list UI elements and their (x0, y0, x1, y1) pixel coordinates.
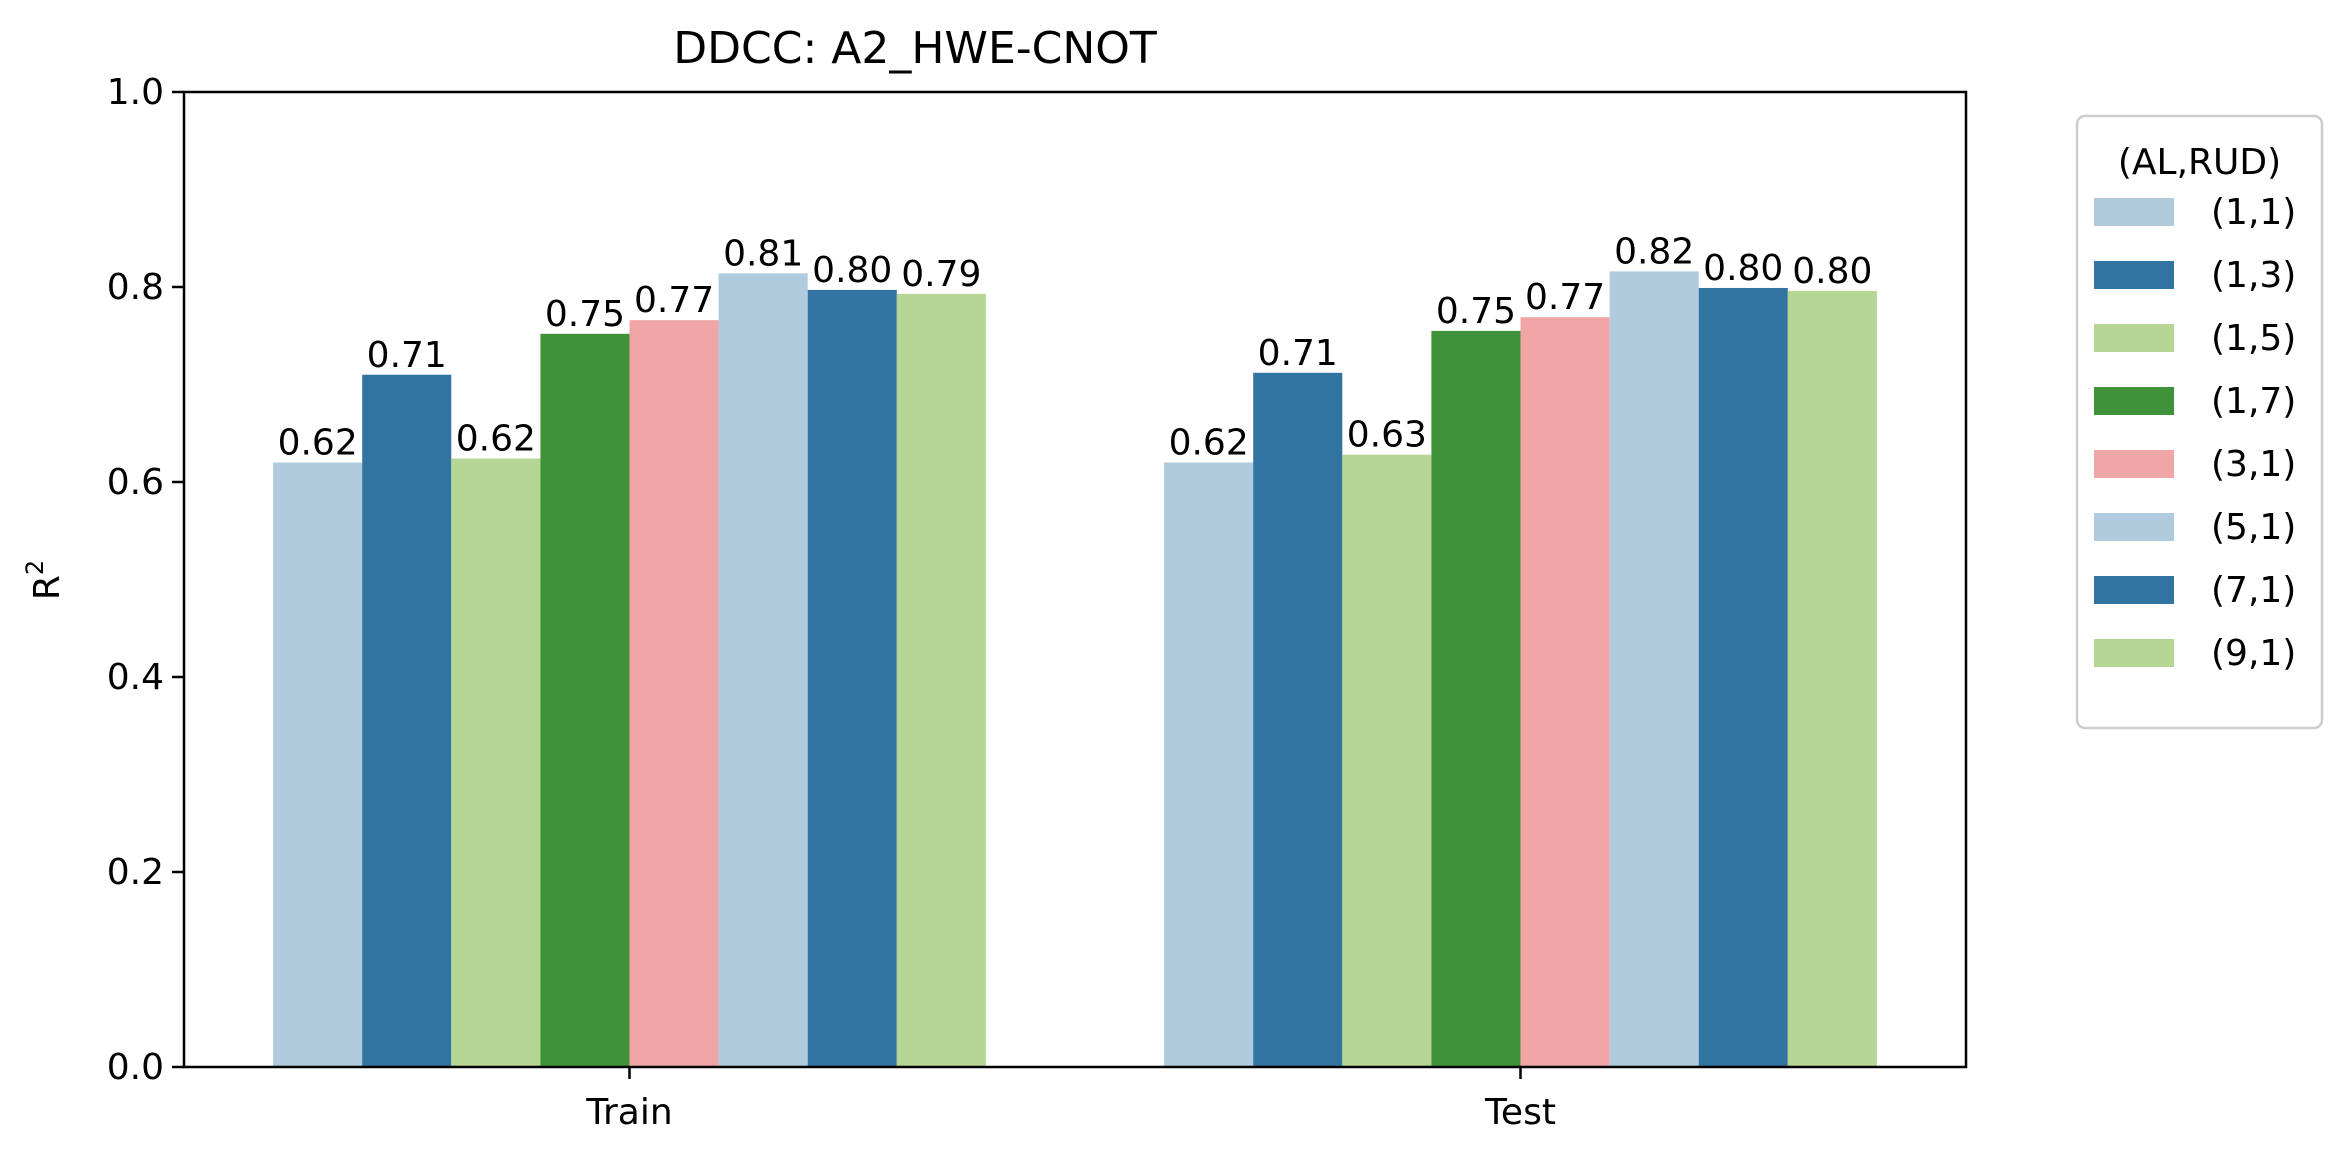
bar (540, 333, 630, 1067)
plot-frame (182, 90, 1968, 1069)
y-axis-label-superscript: 2 (21, 560, 49, 575)
y-tick-label: 0.2 (107, 852, 164, 893)
legend-entry-label: (1,1) (2211, 192, 2296, 233)
legend-swatch (2094, 450, 2174, 478)
data-label: 0.63 (1347, 415, 1427, 456)
legend: (AL,RUD) (1,1) (1,3) (1,5) (1,7) (3,1) (5,1) (7… (2075, 114, 2324, 730)
bar (1253, 372, 1343, 1067)
legend-entry-label: (7,1) (2211, 570, 2296, 611)
y-tick-label: 1.0 (107, 72, 164, 113)
x-tick-label: Test (1484, 1092, 1556, 1133)
bar (1164, 462, 1254, 1067)
data-label: 0.77 (1525, 277, 1605, 318)
legend-entry-label: (1,7) (2211, 381, 2296, 422)
bar (807, 289, 897, 1067)
y-axis-label-text: R (27, 575, 68, 600)
data-label: 0.82 (1614, 231, 1694, 272)
bar (1787, 290, 1877, 1067)
bars-group (273, 271, 1877, 1068)
legend-swatch (2094, 387, 2174, 415)
legend-entry-label: (3,1) (2211, 444, 2296, 485)
data-labels-group: 0.620.710.620.75 0.770.81 0.80 0.790.620.71… (278, 231, 1873, 463)
data-label: 0.62 (1169, 423, 1249, 464)
bar (896, 293, 986, 1067)
data-label: 0.79 (901, 254, 981, 295)
bar (1520, 317, 1610, 1068)
bar (1342, 454, 1432, 1067)
y-axis: 0.0 0.2 0.4 0.6 0.8 1.0 (107, 72, 184, 1088)
legend-entry-label: (1,3) (2211, 255, 2296, 296)
legend-title: (AL,RUD) (2118, 142, 2281, 183)
legend-swatch (2094, 576, 2174, 604)
y-tick-label: 0.8 (107, 267, 164, 308)
chart-title: DDCC: A2_HWE-CNOT (673, 23, 1157, 74)
legend-swatch (2094, 324, 2174, 352)
y-axis-label: R2 (21, 560, 68, 600)
data-label: 0.80 (1703, 248, 1783, 289)
bar (451, 458, 541, 1068)
legend-swatch (2094, 261, 2174, 289)
data-label: 0.75 (1436, 291, 1516, 332)
y-tick-label: 0.6 (107, 462, 164, 503)
legend-entry-label: (5,1) (2211, 507, 2296, 548)
data-label: 0.80 (1792, 251, 1872, 292)
data-label: 0.62 (456, 419, 536, 460)
bar (1609, 271, 1699, 1067)
data-label: 0.80 (812, 250, 892, 291)
data-label: 0.75 (545, 294, 625, 335)
legend-swatch (2094, 513, 2174, 541)
legend-swatch (2094, 639, 2174, 667)
bar (718, 273, 808, 1068)
data-label: 0.77 (634, 280, 714, 321)
data-label: 0.71 (1258, 333, 1338, 374)
legend-entry-label: (9,1) (2211, 633, 2296, 674)
data-label: 0.81 (723, 233, 803, 274)
data-label: 0.71 (367, 335, 447, 376)
legend-swatch (2094, 198, 2174, 226)
bar (1698, 287, 1788, 1068)
data-label: 0.62 (278, 423, 358, 464)
bar (1431, 330, 1521, 1067)
bar (629, 320, 719, 1067)
bar (273, 462, 363, 1067)
y-tick-label: 0.4 (107, 657, 164, 698)
bar (362, 374, 452, 1067)
x-tick-label: Train (585, 1092, 672, 1133)
y-tick-label: 0.0 (107, 1047, 164, 1088)
legend-entry-label: (1,5) (2211, 318, 2296, 359)
x-axis: Train Test (585, 1067, 1556, 1133)
